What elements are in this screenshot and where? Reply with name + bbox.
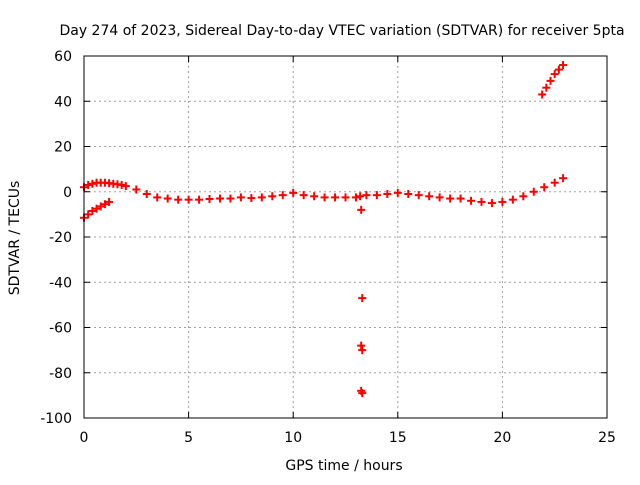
y-axis-label: SDTVAR / TECUs	[7, 181, 23, 296]
data-point	[358, 389, 367, 398]
data-point	[153, 193, 162, 202]
y-tick-label: -40	[49, 275, 72, 291]
data-point	[362, 191, 371, 200]
grid	[84, 56, 607, 418]
data-point	[372, 191, 381, 200]
data-point	[236, 193, 245, 202]
data-point	[498, 197, 507, 206]
y-tick-label: -60	[49, 321, 72, 337]
data-point	[446, 194, 455, 203]
data-point	[519, 192, 528, 201]
x-tick-label: 15	[389, 430, 407, 446]
data-point	[205, 194, 214, 203]
x-tick-label: 20	[493, 430, 511, 446]
data-point	[195, 195, 204, 204]
data-point	[142, 190, 151, 199]
data-point	[559, 61, 568, 70]
data-point	[529, 187, 538, 196]
data-point	[100, 200, 109, 209]
data-point	[554, 65, 563, 74]
data-point	[358, 346, 367, 355]
data-point	[257, 193, 266, 202]
data-point	[550, 70, 559, 79]
data-point	[435, 193, 444, 202]
y-tick-label: 0	[63, 185, 72, 201]
y-tick-label: -100	[40, 411, 72, 427]
data-point	[477, 197, 486, 206]
data-point	[546, 76, 555, 85]
y-tick-label: 60	[54, 49, 72, 65]
data-point	[414, 191, 423, 200]
data-point	[542, 83, 551, 92]
x-axis-label: GPS time / hours	[285, 458, 402, 474]
data-point	[299, 191, 308, 200]
data-point	[92, 204, 101, 213]
data-point	[132, 185, 141, 194]
data-point	[289, 188, 298, 197]
data-point	[351, 193, 360, 202]
data-point	[121, 182, 130, 191]
data-point	[357, 205, 366, 214]
data-point	[393, 188, 402, 197]
x-tick-label: 5	[184, 430, 193, 446]
data-point	[358, 294, 367, 303]
data-point	[88, 206, 97, 215]
data-point	[247, 194, 256, 203]
data-point	[215, 194, 224, 203]
data-point	[268, 192, 277, 201]
data-point	[356, 192, 365, 201]
data-point	[425, 192, 434, 201]
data-point	[540, 183, 549, 192]
y-tick-label: -80	[49, 366, 72, 382]
data-point	[404, 190, 413, 199]
data-point	[456, 194, 465, 203]
data-point	[163, 194, 172, 203]
data-point	[88, 179, 97, 188]
x-tick-label: 0	[80, 430, 89, 446]
data-point	[487, 199, 496, 208]
x-tick-label: 10	[284, 430, 302, 446]
data-point	[331, 193, 340, 202]
data-point	[357, 341, 366, 350]
y-tick-label: -20	[49, 230, 72, 246]
data-point	[278, 191, 287, 200]
data-point	[538, 90, 547, 99]
data-points	[80, 61, 568, 398]
data-point	[105, 197, 114, 206]
data-point	[383, 190, 392, 199]
data-point	[559, 174, 568, 183]
data-point	[84, 210, 93, 219]
data-point	[550, 178, 559, 187]
data-point	[174, 195, 183, 204]
data-point	[184, 195, 193, 204]
data-point	[467, 196, 476, 205]
axis-ticks: 0 5 10 15 20 25 -100 -80 -60 -40 -20 0 20 40 60	[40, 49, 616, 446]
data-point	[117, 180, 126, 189]
chart-title: Day 274 of 2023, Sidereal Day-to-day VTE…	[59, 23, 624, 39]
data-point	[226, 194, 235, 203]
data-point	[84, 180, 93, 189]
data-point	[508, 195, 517, 204]
data-point	[310, 192, 319, 201]
y-tick-label: 20	[54, 140, 72, 156]
x-tick-label: 25	[598, 430, 616, 446]
y-tick-label: 40	[54, 94, 72, 110]
data-point	[320, 193, 329, 202]
data-point	[96, 202, 105, 211]
data-point	[341, 193, 350, 202]
